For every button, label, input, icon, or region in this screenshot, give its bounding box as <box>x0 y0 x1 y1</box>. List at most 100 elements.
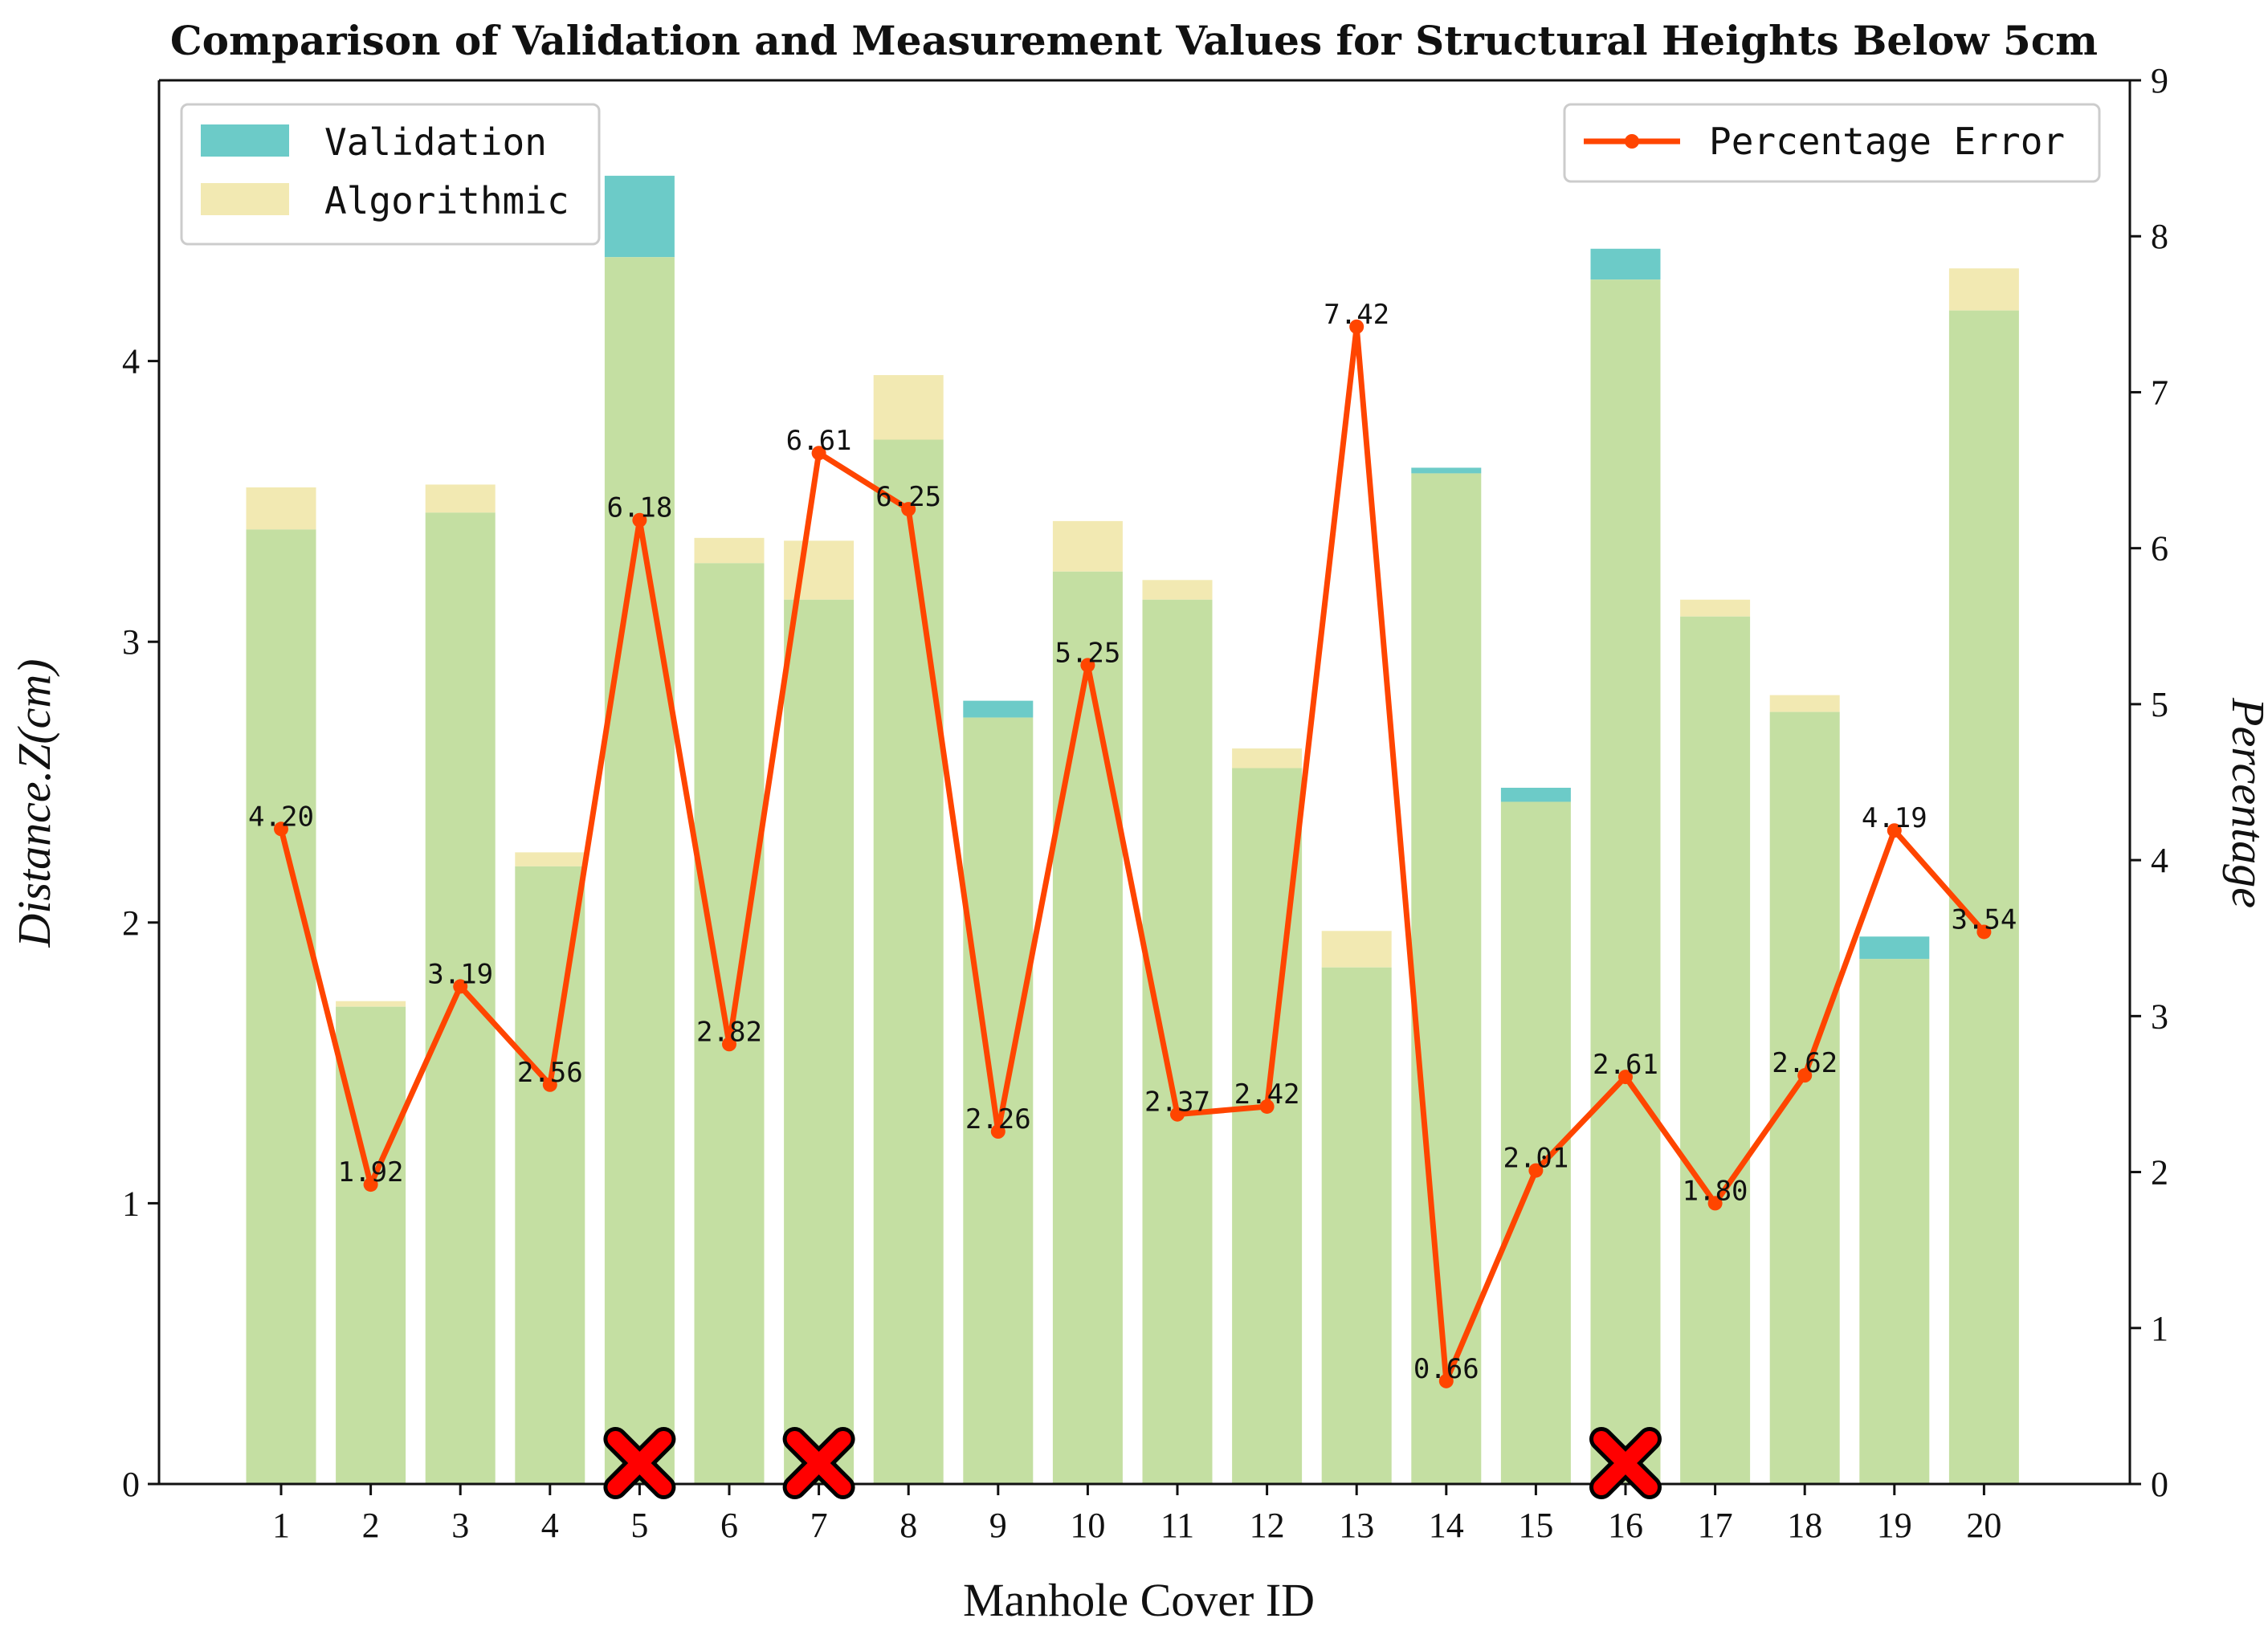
y2-tick-label: 9 <box>2151 61 2168 100</box>
percentage-error-label: 1.80 <box>1683 1175 1748 1207</box>
algorithmic-bar <box>1680 599 1751 617</box>
x-tick-label: 3 <box>451 1506 469 1545</box>
percentage-error-label: 7.42 <box>1324 299 1389 331</box>
overlap-bar <box>784 599 855 1484</box>
algorithmic-bar <box>1052 520 1123 572</box>
overlap-bar <box>694 563 765 1484</box>
excluded-marker-icon <box>1589 1427 1662 1499</box>
x-tick-label: 20 <box>1966 1506 2001 1545</box>
percentage-error-point <box>990 1124 1006 1139</box>
overlap-bar <box>1769 711 1840 1484</box>
percentage-error-label: 2.42 <box>1234 1078 1300 1111</box>
x-tick-label: 6 <box>720 1506 738 1545</box>
algorithmic-bar <box>1769 695 1840 712</box>
percentage-error-point <box>1438 1373 1454 1388</box>
algorithmic-bar <box>873 375 944 440</box>
x-tick-label: 2 <box>362 1506 380 1545</box>
percentage-error-label: 1.92 <box>338 1156 404 1188</box>
x-tick-label: 7 <box>810 1506 828 1545</box>
y-tick-label: 4 <box>122 342 140 381</box>
overlap-bar <box>1321 967 1392 1484</box>
percentage-error-label: 4.20 <box>248 801 314 833</box>
percentage-error-line <box>278 324 1987 1384</box>
y-axis-title: Distance.Z(cm) <box>8 658 60 948</box>
excluded-marker-icon <box>603 1427 676 1499</box>
percentage-error-label: 2.56 <box>517 1057 583 1089</box>
algorithmic-bar <box>336 1001 406 1007</box>
percentage-error-label: 6.18 <box>606 492 672 524</box>
x-tick-label: 9 <box>989 1506 1007 1545</box>
y2-tick-label: 0 <box>2151 1465 2168 1504</box>
algorithmic-bar <box>694 537 765 564</box>
validation-bar <box>604 175 675 258</box>
algorithmic-bar <box>784 540 855 600</box>
overlap-bar <box>1859 959 1930 1484</box>
percentage-error-label: 4.19 <box>1862 802 1927 834</box>
x-tick-label: 15 <box>1518 1506 1553 1545</box>
chart-title: Comparison of Validation and Measurement… <box>170 17 2098 64</box>
legend-label-algorithmic: Algorithmic <box>324 179 569 222</box>
algorithmic-bar <box>1948 268 2019 311</box>
percentage-error-point <box>1976 924 1992 940</box>
overlap-bar <box>425 512 496 1484</box>
percentage-error-label: 2.26 <box>965 1103 1031 1135</box>
x-tick-label: 1 <box>272 1506 290 1545</box>
overlap-bar <box>604 257 675 1484</box>
percentage-error-point <box>1080 658 1095 673</box>
x-tick-label: 19 <box>1877 1506 1912 1545</box>
x-tick-label: 12 <box>1250 1506 1285 1545</box>
percentage-error-point <box>901 502 916 517</box>
x-axis-title: Manhole Cover ID <box>963 1574 1315 1626</box>
legend-swatch-algorithmic <box>201 183 289 215</box>
percentage-error-label: 2.62 <box>1772 1047 1838 1079</box>
y2-axis-title: Percentage <box>2222 697 2268 908</box>
x-tick-label: 17 <box>1698 1506 1733 1545</box>
y-tick-label: 2 <box>122 903 140 943</box>
legend-marker-percentage-error <box>1625 134 1639 149</box>
percentage-error-label: 3.54 <box>1951 903 2017 936</box>
y-tick-label: 0 <box>122 1465 140 1504</box>
percentage-error-point <box>274 821 288 837</box>
percentage-error-point <box>1528 1163 1544 1178</box>
validation-bar <box>1500 787 1571 802</box>
overlap-bar <box>873 439 944 1484</box>
y2-tick-label: 2 <box>2151 1153 2168 1192</box>
x-tick-label: 10 <box>1070 1506 1105 1545</box>
overlap-bar <box>963 717 1034 1484</box>
algorithmic-bar <box>1321 931 1392 968</box>
percentage-error-point <box>453 979 468 994</box>
percentage-error-label: 2.61 <box>1593 1049 1658 1081</box>
percentage-error-point <box>1887 823 1902 838</box>
percentage-error-point <box>542 1077 557 1092</box>
x-tick-label: 4 <box>541 1506 559 1545</box>
percentage-error-label: 6.61 <box>786 425 852 457</box>
overlap-bar <box>515 866 585 1484</box>
legend-label-percentage-error: Percentage Error <box>1709 120 2065 163</box>
validation-bar <box>1590 248 1661 280</box>
percentage-error-point <box>1707 1196 1723 1211</box>
overlap-bar <box>1052 571 1123 1484</box>
excluded-marker-icon <box>782 1427 855 1499</box>
percentage-error-label: 2.82 <box>696 1016 762 1048</box>
legend-swatch-validation <box>201 124 289 157</box>
percentage-error-point <box>632 512 647 528</box>
y2-tick-label: 3 <box>2151 997 2168 1036</box>
validation-bar <box>1859 936 1930 960</box>
percentage-error-point <box>1797 1068 1813 1083</box>
y-tick-label: 1 <box>122 1184 140 1223</box>
x-tick-label: 5 <box>630 1506 648 1545</box>
validation-bar <box>1411 467 1482 474</box>
overlap-bar <box>1680 616 1751 1484</box>
percentage-error-point <box>722 1037 736 1052</box>
x-tick-label: 13 <box>1339 1506 1374 1545</box>
overlap-bar <box>1590 279 1661 1484</box>
percentage-error-label: 5.25 <box>1054 637 1120 669</box>
percentage-error-point <box>363 1177 378 1192</box>
percentage-error-label: 2.01 <box>1503 1143 1568 1175</box>
legend-label-validation: Validation <box>324 120 547 164</box>
percentage-error-label: 0.66 <box>1413 1353 1479 1385</box>
percentage-error-point <box>1349 319 1364 334</box>
algorithmic-bar <box>425 484 496 513</box>
